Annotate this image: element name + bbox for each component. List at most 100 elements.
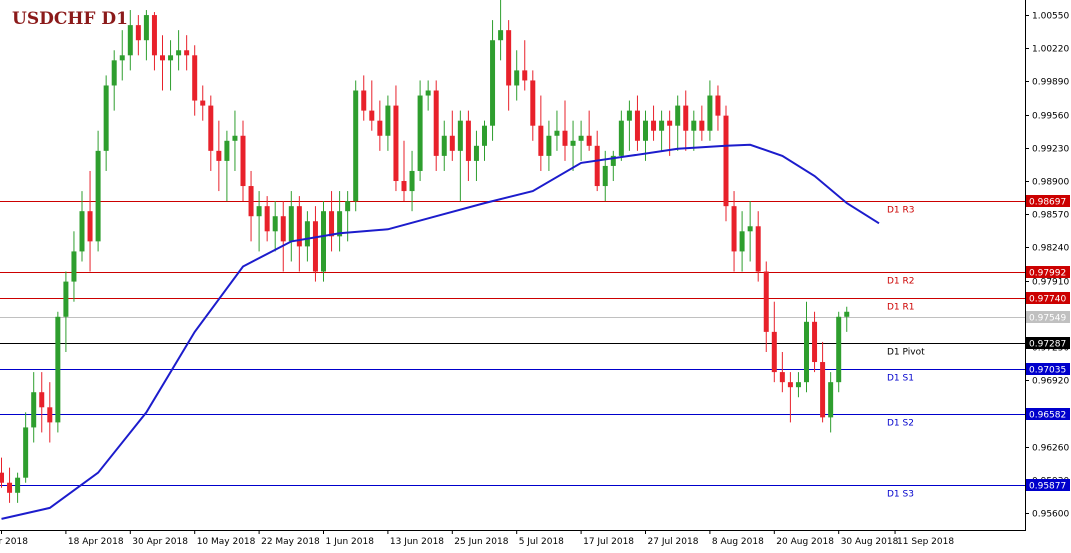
candle-body	[15, 477, 21, 493]
candle-body	[570, 140, 576, 146]
level-price-tag-text: 0.97035	[1029, 366, 1066, 376]
candle-body	[95, 150, 101, 242]
candle	[506, 20, 512, 111]
candle	[329, 191, 335, 252]
candle	[208, 95, 214, 171]
candle-body	[272, 216, 278, 232]
candle	[240, 120, 246, 202]
candle-body	[55, 316, 61, 423]
candle	[433, 80, 439, 171]
candle-body	[135, 25, 141, 41]
level-label: D1 S1	[887, 374, 914, 384]
candle-body	[618, 120, 624, 156]
candle-body	[31, 392, 37, 428]
candle	[828, 372, 834, 433]
level-price-tag-bg	[1026, 479, 1070, 491]
candle-body	[828, 382, 834, 418]
candle	[747, 201, 753, 262]
candle	[715, 85, 721, 131]
candle-body	[538, 125, 544, 156]
candle-body	[280, 216, 286, 242]
candle-body	[546, 135, 552, 156]
candle-body	[457, 120, 463, 151]
candle-body	[224, 140, 230, 161]
level-label: D1 Pivot	[887, 348, 925, 358]
candle	[15, 472, 21, 503]
y-tick-label: 0.99230	[1032, 145, 1069, 155]
candle	[127, 10, 133, 71]
candle-body	[804, 321, 809, 383]
candle	[31, 372, 37, 443]
candle-body	[401, 181, 407, 192]
candle	[95, 130, 101, 252]
candle	[224, 130, 230, 202]
candle-body	[39, 392, 45, 408]
candle-body	[465, 120, 471, 161]
level-price-tag-bg	[1026, 195, 1070, 207]
candle	[39, 372, 45, 433]
y-tick-label: 0.96260	[1032, 444, 1069, 454]
candle	[248, 170, 254, 242]
candle	[361, 75, 367, 121]
candle	[176, 30, 182, 71]
candle	[151, 12, 157, 71]
candle-body	[385, 105, 391, 136]
candle	[707, 80, 713, 141]
candle-body	[377, 120, 383, 136]
candle	[820, 341, 826, 423]
candle	[312, 206, 318, 282]
candle	[0, 457, 4, 488]
candle	[610, 150, 616, 182]
candle-body	[47, 407, 53, 423]
y-tick-label: 0.96920	[1032, 377, 1069, 387]
candle-body	[393, 105, 399, 182]
candle-body	[417, 95, 423, 171]
candle-body	[345, 201, 351, 212]
candle-body	[160, 55, 165, 61]
candle-body	[643, 120, 648, 141]
candle-body	[216, 150, 222, 161]
candlesticks	[0, 0, 850, 503]
candle-body	[498, 30, 504, 41]
candle-body	[634, 110, 640, 141]
candle-body	[594, 145, 600, 187]
candle	[23, 412, 29, 483]
candle-body	[111, 60, 117, 86]
candle	[256, 191, 262, 252]
candle	[160, 35, 165, 91]
x-tick-label: 17 Jul 2018	[583, 537, 634, 547]
candle-body	[288, 206, 294, 242]
candle	[337, 191, 343, 252]
candle	[763, 261, 769, 352]
y-tick-label: 0.95600	[1032, 510, 1069, 520]
candle-body	[200, 100, 206, 106]
moving-average	[1, 143, 880, 520]
candle	[425, 80, 431, 111]
candle-body	[369, 110, 375, 121]
candle-body	[651, 120, 657, 131]
pivot-levels: D1 R3 D1 R2 D1 R1 D1 Pivot D1 S1 D1 S2 D1 S3	[0, 201, 1025, 500]
candle	[449, 110, 455, 161]
x-tick-label: 30 Apr 2018	[132, 537, 188, 547]
y-tick-label: 0.98570	[1032, 211, 1069, 221]
x-tick-label: 13 Jun 2018	[390, 537, 444, 547]
candle	[739, 211, 745, 272]
candle	[836, 311, 842, 393]
x-tick-label: 1 Jun 2018	[326, 537, 375, 547]
candle-body	[482, 125, 487, 146]
candle-body	[490, 40, 496, 126]
candle	[804, 301, 809, 393]
candle-body	[530, 80, 536, 126]
candle-body	[691, 120, 697, 131]
candle-body	[562, 130, 568, 146]
candle-body	[667, 120, 673, 126]
x-tick-label: 11 Sep 2018	[897, 537, 954, 547]
candle-body	[771, 331, 777, 373]
candle	[103, 75, 109, 171]
candle	[385, 95, 391, 151]
x-tick-label: 10 May 2018	[197, 537, 256, 547]
y-tick-label: 1.00220	[1032, 45, 1069, 55]
candle	[409, 150, 415, 212]
candle-body	[747, 226, 753, 232]
